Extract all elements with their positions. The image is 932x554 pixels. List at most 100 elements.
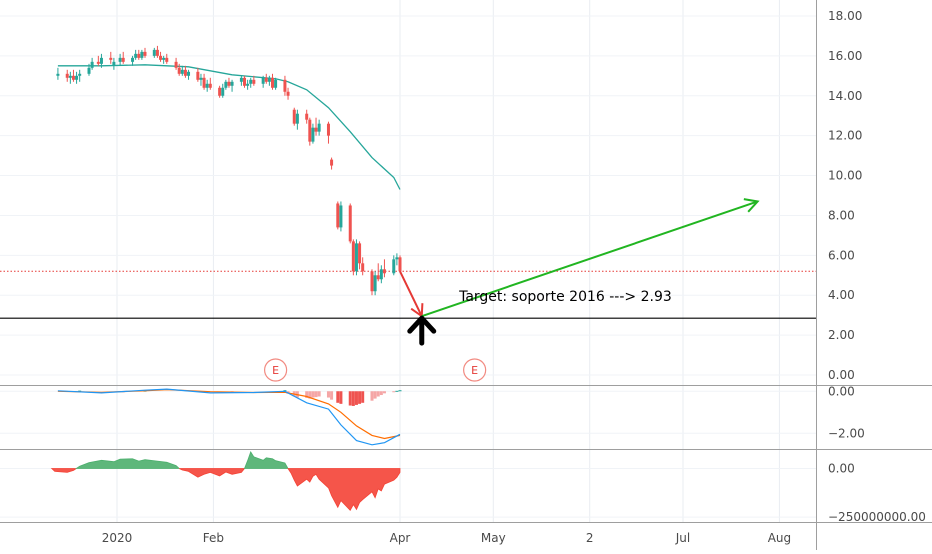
candle[interactable]	[109, 51, 113, 64]
candle[interactable]	[205, 79, 209, 92]
candle-body	[305, 113, 309, 120]
x-tick-label: 2020	[102, 531, 133, 545]
candle[interactable]	[199, 73, 203, 86]
x-tick-label: Apr	[390, 531, 411, 545]
candle-body	[56, 73, 60, 76]
candle[interactable]	[261, 75, 265, 88]
candle[interactable]	[134, 49, 138, 60]
candle-body	[134, 53, 138, 58]
candle[interactable]	[267, 75, 271, 86]
candle[interactable]	[379, 265, 383, 284]
candle[interactable]	[143, 47, 147, 58]
candle[interactable]	[370, 269, 374, 296]
candle[interactable]	[398, 255, 402, 274]
candle[interactable]	[152, 47, 156, 58]
candle[interactable]	[246, 79, 250, 90]
candle[interactable]	[311, 123, 315, 144]
candle[interactable]	[202, 73, 206, 90]
earnings-marker[interactable]: E	[264, 358, 288, 382]
green-up-arrow	[421, 198, 760, 318]
candle[interactable]	[75, 71, 79, 84]
candle[interactable]	[99, 53, 103, 68]
candle-body	[295, 113, 299, 124]
candle[interactable]	[196, 67, 200, 82]
candle[interactable]	[382, 259, 386, 278]
candle[interactable]	[121, 51, 125, 64]
candle[interactable]	[56, 67, 60, 80]
candle[interactable]	[137, 49, 141, 60]
candle[interactable]	[227, 77, 231, 88]
candle[interactable]	[286, 87, 290, 100]
volume-oscillator-panel[interactable]	[50, 450, 401, 511]
candle[interactable]	[177, 63, 181, 76]
candle[interactable]	[395, 253, 399, 266]
candle[interactable]	[274, 77, 278, 90]
candle[interactable]	[87, 63, 91, 76]
candle[interactable]	[165, 53, 169, 64]
candle[interactable]	[351, 239, 355, 276]
candle[interactable]	[96, 55, 100, 66]
candle[interactable]	[187, 69, 191, 80]
candle-body	[68, 75, 72, 78]
candle[interactable]	[249, 77, 253, 88]
candle[interactable]	[218, 85, 222, 98]
candle-body	[351, 241, 355, 272]
macd-panel[interactable]	[57, 388, 402, 446]
macd-histogram-bar	[370, 391, 374, 401]
candle[interactable]	[392, 255, 396, 276]
candle[interactable]	[208, 77, 212, 90]
earnings-marker[interactable]: E	[463, 358, 487, 382]
candle[interactable]	[112, 57, 116, 70]
candle[interactable]	[140, 49, 144, 60]
macd-histogram-bar	[339, 391, 343, 404]
candle[interactable]	[155, 45, 159, 58]
candle[interactable]	[71, 69, 75, 82]
candle[interactable]	[376, 263, 380, 282]
candle-body	[348, 205, 352, 242]
candle[interactable]	[354, 239, 358, 276]
candle[interactable]	[283, 75, 287, 96]
candle-body	[162, 57, 166, 60]
candle[interactable]	[358, 241, 362, 270]
candle[interactable]	[348, 203, 352, 244]
candle[interactable]	[252, 75, 256, 86]
candle[interactable]	[118, 53, 122, 66]
candle[interactable]	[174, 57, 178, 70]
candle[interactable]	[221, 83, 225, 98]
candle[interactable]	[180, 65, 184, 76]
candle[interactable]	[224, 79, 228, 90]
candle[interactable]	[243, 75, 247, 88]
candle[interactable]	[308, 117, 312, 146]
macd-histogram-bar	[78, 390, 82, 392]
green-up-arrow-shaft	[421, 200, 758, 318]
candle[interactable]	[90, 57, 94, 70]
candle-body	[177, 67, 181, 74]
candle[interactable]	[295, 109, 299, 130]
candle[interactable]	[65, 69, 69, 82]
candle[interactable]	[373, 271, 377, 296]
candle-body	[165, 57, 169, 62]
candle[interactable]	[305, 109, 309, 124]
candle[interactable]	[361, 257, 365, 276]
candle[interactable]	[339, 201, 343, 232]
candle[interactable]	[292, 107, 296, 126]
candle[interactable]	[330, 157, 334, 170]
candle[interactable]	[162, 55, 166, 64]
candle[interactable]	[78, 69, 82, 82]
candle[interactable]	[336, 201, 340, 230]
candle[interactable]	[264, 73, 268, 84]
candle[interactable]	[183, 65, 187, 78]
candle[interactable]	[131, 55, 135, 66]
candle[interactable]	[326, 121, 330, 144]
candle[interactable]	[270, 73, 274, 90]
candle[interactable]	[230, 79, 234, 92]
candle[interactable]	[159, 51, 163, 62]
candle[interactable]	[317, 119, 321, 136]
candle[interactable]	[239, 75, 243, 86]
candle[interactable]	[314, 117, 318, 136]
candle[interactable]	[68, 71, 72, 84]
candle-body	[218, 87, 222, 96]
